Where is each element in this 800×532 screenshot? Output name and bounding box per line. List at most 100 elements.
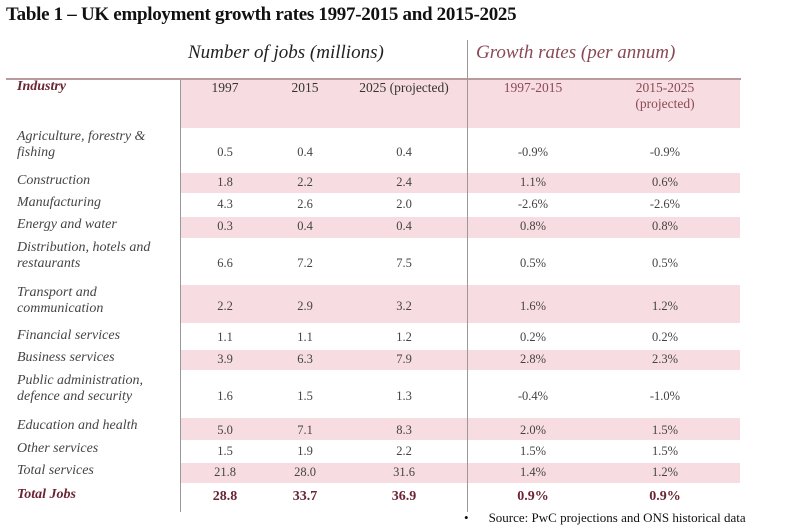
cell-g1: 0.9%	[517, 489, 549, 504]
header-growth-1997-2015: 1997-2015	[503, 80, 563, 95]
cell-y2015: 28.0	[294, 465, 316, 479]
group-header-growth: Growth rates (per annum)	[476, 42, 676, 63]
table-title: Table 1 – UK employment growth rates 199…	[6, 4, 517, 25]
cell-y2015: 7.1	[297, 423, 313, 437]
row-shading	[181, 173, 740, 193]
cell-y2025: 0.4	[396, 145, 412, 159]
cell-g2: -2.6%	[649, 197, 681, 211]
row-label: Manufacturing	[17, 195, 101, 210]
cell-y2015: 2.9	[297, 299, 313, 313]
cell-y1997: 6.6	[217, 256, 233, 270]
cell-y2025: 1.3	[396, 389, 412, 403]
row-label: Distribution, hotels and restaurants	[17, 240, 151, 271]
cell-y2015: 7.2	[297, 256, 313, 270]
cell-y2015: 1.5	[297, 389, 313, 403]
cell-y1997: 0.3	[217, 219, 233, 233]
column-divider-middle	[467, 40, 468, 512]
cell-y2025: 3.2	[396, 299, 412, 313]
cell-y1997: 28.8	[212, 489, 238, 504]
cell-g2: -0.9%	[649, 145, 681, 159]
cell-g2: 1.2%	[651, 299, 679, 313]
row-label: Construction	[17, 173, 91, 188]
cell-y1997: 1.5	[217, 444, 233, 458]
cell-g2: 1.5%	[651, 444, 679, 458]
cell-g2: 0.9%	[649, 489, 681, 504]
cell-g1: 1.4%	[519, 465, 547, 479]
cell-y1997: 5.0	[217, 423, 233, 437]
cell-y2015: 2.2	[297, 175, 313, 189]
cell-y1997: 1.6	[217, 389, 233, 403]
row-label: Total Jobs	[17, 487, 76, 502]
cell-y1997: 4.3	[217, 197, 233, 211]
row-label: Public administration, defence and secur…	[17, 373, 143, 404]
bullet-icon: •	[464, 510, 469, 525]
cell-g1: 2.0%	[519, 423, 547, 437]
row-label: Education and health	[17, 418, 138, 433]
source-note: • Source: PwC projections and ONS histori…	[464, 510, 746, 526]
cell-g1: 0.2%	[519, 330, 547, 344]
row-shading	[181, 463, 740, 483]
cell-g2: -1.0%	[649, 389, 681, 403]
cell-g1: -2.6%	[517, 197, 549, 211]
source-text: Source: PwC projections and ONS historic…	[488, 510, 746, 525]
cell-g2: 0.8%	[651, 219, 679, 233]
cell-y1997: 1.1	[217, 330, 233, 344]
row-label: Agriculture, forestry & fishing	[17, 129, 146, 160]
cell-y2025: 2.0	[396, 197, 412, 211]
cell-g2: 0.2%	[651, 330, 679, 344]
row-shading	[181, 418, 740, 440]
cell-g1: -0.4%	[517, 389, 549, 403]
cell-y2015: 33.7	[292, 489, 318, 504]
cell-y2015: 2.6	[297, 197, 313, 211]
cell-g2: 1.5%	[651, 423, 679, 437]
cell-g2: 2.3%	[651, 352, 679, 366]
row-label: Business services	[17, 350, 115, 365]
cell-y2015: 6.3	[297, 352, 313, 366]
header-industry: Industry	[17, 79, 67, 94]
cell-y2025: 0.4	[396, 219, 412, 233]
cell-y2015: 0.4	[297, 219, 313, 233]
cell-g2: 0.6%	[651, 175, 679, 189]
cell-g2: 1.2%	[651, 465, 679, 479]
cell-y2025: 7.5	[396, 256, 412, 270]
header-growth-2015-2025-line1: 2015-2025	[635, 80, 695, 95]
cell-y2015: 0.4	[297, 145, 313, 159]
header-rule	[6, 78, 741, 80]
row-label: Transport and communication	[17, 285, 104, 316]
group-header-jobs: Number of jobs (millions)	[188, 42, 384, 63]
header-2015: 2015	[291, 80, 319, 95]
header-2025: 2025 (projected)	[359, 80, 449, 95]
cell-y1997: 2.2	[217, 299, 233, 313]
cell-g1: 2.8%	[519, 352, 547, 366]
header-1997: 1997	[211, 80, 239, 95]
cell-y2025: 7.9	[396, 352, 412, 366]
cell-y2025: 8.3	[396, 423, 412, 437]
header-growth-2015-2025-line2: (projected)	[635, 96, 695, 111]
cell-g1: 0.8%	[519, 219, 547, 233]
cell-g1: 1.5%	[519, 444, 547, 458]
cell-y2025: 1.2	[396, 330, 412, 344]
cell-g1: 0.5%	[519, 256, 547, 270]
cell-g1: 1.6%	[519, 299, 547, 313]
row-shading	[181, 217, 740, 238]
cell-g2: 0.5%	[651, 256, 679, 270]
row-label: Energy and water	[17, 217, 117, 232]
cell-y1997: 0.5	[217, 145, 233, 159]
cell-y1997: 21.8	[214, 465, 236, 479]
header-band	[181, 80, 740, 128]
row-label: Financial services	[17, 328, 121, 343]
cell-y1997: 1.8	[217, 175, 233, 189]
cell-y2025: 2.4	[396, 175, 412, 189]
cell-y2015: 1.9	[297, 444, 313, 458]
cell-g1: 1.1%	[519, 175, 547, 189]
cell-y2025: 31.6	[393, 465, 415, 479]
row-shading	[181, 350, 740, 370]
cell-g1: -0.9%	[517, 145, 549, 159]
column-divider-left	[180, 80, 181, 512]
row-label: Total services	[17, 463, 94, 478]
cell-y1997: 3.9	[217, 352, 233, 366]
row-label: Other services	[17, 441, 99, 456]
header-growth-2015-2025: 2015-2025 (projected)	[635, 80, 694, 112]
row-shading	[181, 285, 740, 323]
cell-y2025: 2.2	[396, 444, 412, 458]
